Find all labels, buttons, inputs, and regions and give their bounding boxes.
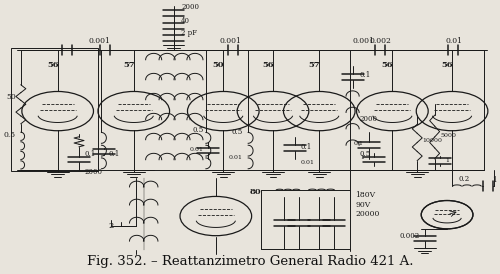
Text: 20000: 20000 bbox=[355, 210, 380, 218]
Text: 0.5: 0.5 bbox=[4, 131, 16, 139]
Text: 0.002: 0.002 bbox=[369, 37, 391, 45]
Text: 0.1: 0.1 bbox=[84, 150, 96, 158]
Text: 56: 56 bbox=[382, 61, 393, 69]
Text: 0.5: 0.5 bbox=[192, 125, 203, 133]
Text: 2 pF: 2 pF bbox=[181, 29, 197, 37]
Text: 56: 56 bbox=[262, 61, 274, 69]
Text: 50: 50 bbox=[212, 61, 224, 69]
Text: 0.002: 0.002 bbox=[400, 232, 419, 240]
Text: 50: 50 bbox=[6, 93, 16, 101]
Text: 2000: 2000 bbox=[181, 3, 199, 11]
Text: 0.5: 0.5 bbox=[359, 150, 370, 158]
Text: 1: 1 bbox=[360, 155, 364, 160]
Text: 0.1: 0.1 bbox=[354, 141, 364, 146]
Text: 0.01: 0.01 bbox=[190, 147, 203, 152]
Text: 0.1: 0.1 bbox=[300, 143, 312, 151]
Bar bbox=[11, 48, 98, 171]
Text: 40: 40 bbox=[181, 16, 190, 24]
Text: 2000: 2000 bbox=[84, 168, 102, 176]
Text: 90V: 90V bbox=[355, 201, 370, 209]
Text: 2000: 2000 bbox=[359, 115, 377, 123]
Text: 0.01: 0.01 bbox=[228, 155, 242, 160]
Text: 56: 56 bbox=[47, 61, 58, 69]
Text: 1: 1 bbox=[492, 176, 496, 184]
Text: 56: 56 bbox=[442, 61, 453, 69]
Text: 1: 1 bbox=[445, 158, 449, 162]
Text: 0.1: 0.1 bbox=[109, 150, 120, 158]
Text: 5000: 5000 bbox=[440, 133, 456, 138]
Text: 0.001: 0.001 bbox=[220, 37, 242, 45]
Text: 0.5: 0.5 bbox=[232, 128, 242, 136]
Text: 57: 57 bbox=[123, 61, 134, 69]
Text: 0.001: 0.001 bbox=[88, 37, 110, 45]
Text: 0.01: 0.01 bbox=[300, 160, 314, 165]
Text: 10000: 10000 bbox=[422, 138, 442, 144]
Text: Fig. 352. – Reattanzimetro General Radio 421 A.: Fig. 352. – Reattanzimetro General Radio… bbox=[88, 255, 414, 268]
Text: 0.001: 0.001 bbox=[352, 37, 374, 45]
Text: 80: 80 bbox=[250, 189, 262, 196]
Text: 0.1: 0.1 bbox=[359, 71, 370, 79]
Text: 0.01: 0.01 bbox=[445, 37, 462, 45]
Text: 57: 57 bbox=[308, 61, 320, 69]
Text: 2: 2 bbox=[109, 222, 114, 230]
Text: 180V: 180V bbox=[355, 191, 375, 199]
Text: 0.2: 0.2 bbox=[459, 175, 470, 182]
